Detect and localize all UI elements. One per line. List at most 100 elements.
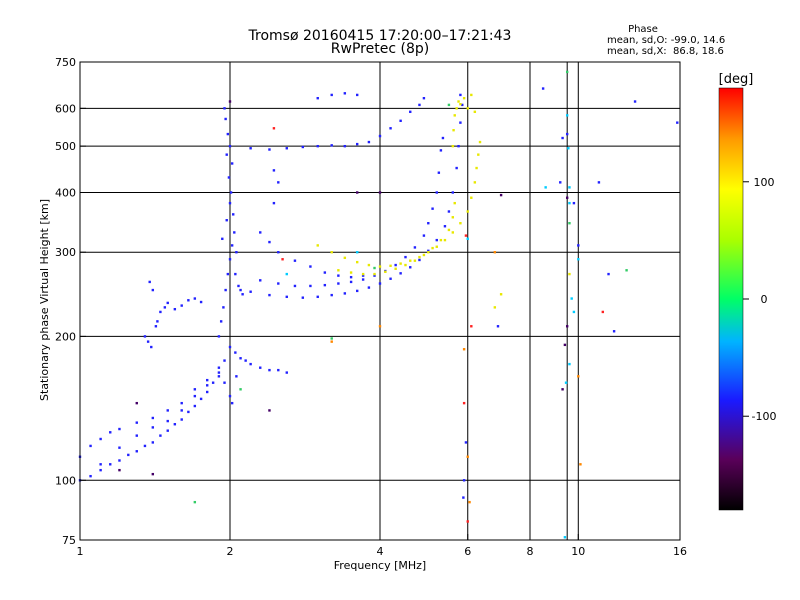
data-point bbox=[226, 272, 230, 276]
data-point bbox=[180, 409, 183, 412]
data-point bbox=[89, 474, 92, 478]
data-point bbox=[355, 251, 359, 254]
data-point bbox=[259, 279, 262, 282]
data-point bbox=[249, 362, 252, 366]
data-point bbox=[453, 114, 456, 117]
data-point bbox=[235, 375, 238, 378]
data-point bbox=[323, 271, 327, 274]
data-point bbox=[219, 320, 223, 323]
data-point bbox=[193, 394, 197, 398]
data-point bbox=[389, 127, 392, 130]
data-point bbox=[229, 191, 233, 194]
data-point bbox=[607, 272, 610, 276]
data-point bbox=[413, 259, 417, 262]
data-point bbox=[173, 423, 177, 426]
data-point bbox=[462, 479, 466, 482]
data-point bbox=[221, 237, 224, 241]
data-point bbox=[193, 388, 197, 391]
data-point bbox=[544, 186, 547, 189]
data-point bbox=[205, 384, 209, 387]
data-point bbox=[225, 219, 228, 222]
data-point bbox=[118, 427, 121, 431]
data-point bbox=[166, 419, 169, 423]
data-point bbox=[217, 335, 221, 338]
data-point bbox=[431, 207, 434, 210]
data-point bbox=[337, 269, 340, 272]
data-point bbox=[316, 295, 319, 299]
data-point bbox=[249, 290, 252, 293]
data-point bbox=[435, 191, 438, 194]
data-point bbox=[478, 140, 482, 144]
data-point bbox=[166, 429, 169, 432]
data-point bbox=[459, 103, 462, 106]
data-point bbox=[597, 181, 601, 184]
data-point bbox=[239, 288, 242, 292]
data-point bbox=[330, 337, 333, 340]
stats-line-x: mean, sd,X: 86.8, 18.6 bbox=[607, 46, 724, 57]
data-point bbox=[451, 144, 455, 148]
data-point bbox=[150, 345, 153, 349]
data-point bbox=[272, 201, 276, 205]
data-point bbox=[422, 253, 426, 257]
data-point bbox=[285, 272, 288, 276]
data-point bbox=[451, 216, 455, 219]
data-point bbox=[193, 404, 197, 408]
data-point bbox=[399, 262, 402, 265]
data-point bbox=[151, 416, 155, 420]
data-point bbox=[389, 264, 392, 267]
data-point bbox=[228, 258, 232, 261]
data-point bbox=[431, 246, 434, 250]
y-tick-label: 100 bbox=[55, 474, 76, 487]
data-point bbox=[361, 274, 365, 277]
data-point bbox=[418, 258, 421, 262]
x-tick-label: 16 bbox=[673, 545, 687, 558]
data-point bbox=[378, 282, 382, 285]
data-point bbox=[135, 401, 138, 405]
data-point bbox=[224, 288, 227, 292]
data-point bbox=[577, 375, 580, 378]
y-tick-label: 600 bbox=[55, 102, 76, 115]
data-point bbox=[166, 301, 169, 305]
data-point bbox=[230, 401, 234, 405]
data-point bbox=[457, 100, 460, 103]
data-point bbox=[272, 169, 276, 172]
data-point bbox=[452, 128, 455, 132]
data-point bbox=[399, 119, 402, 123]
data-point bbox=[211, 381, 215, 384]
data-point bbox=[143, 444, 147, 448]
data-point bbox=[373, 272, 376, 276]
data-point bbox=[337, 274, 340, 277]
data-point bbox=[378, 191, 382, 194]
data-point bbox=[343, 144, 347, 148]
data-point bbox=[239, 388, 242, 391]
data-point bbox=[422, 234, 426, 237]
data-point bbox=[223, 359, 226, 362]
data-point bbox=[413, 246, 417, 249]
x-tick-label: 8 bbox=[527, 545, 534, 558]
data-point bbox=[225, 153, 228, 156]
data-point bbox=[118, 446, 121, 449]
data-point bbox=[217, 371, 221, 374]
data-point bbox=[173, 307, 177, 311]
data-point bbox=[399, 272, 402, 275]
data-point bbox=[285, 295, 288, 299]
data-point bbox=[163, 306, 167, 309]
data-point bbox=[561, 388, 564, 391]
data-point bbox=[99, 437, 102, 441]
data-point bbox=[259, 231, 262, 234]
y-axis-label: Stationary phase Virtual Height [km] bbox=[38, 199, 51, 401]
data-point bbox=[235, 251, 238, 254]
data-point bbox=[394, 267, 397, 270]
data-point bbox=[477, 153, 480, 156]
data-point bbox=[143, 335, 147, 338]
data-point bbox=[570, 297, 573, 300]
data-point bbox=[301, 145, 305, 149]
data-point bbox=[223, 107, 226, 110]
data-point bbox=[193, 297, 197, 300]
data-point bbox=[572, 201, 576, 205]
data-point bbox=[316, 144, 319, 148]
data-point bbox=[435, 245, 438, 248]
data-point bbox=[227, 176, 231, 179]
data-point bbox=[565, 70, 569, 74]
data-point bbox=[159, 310, 162, 314]
